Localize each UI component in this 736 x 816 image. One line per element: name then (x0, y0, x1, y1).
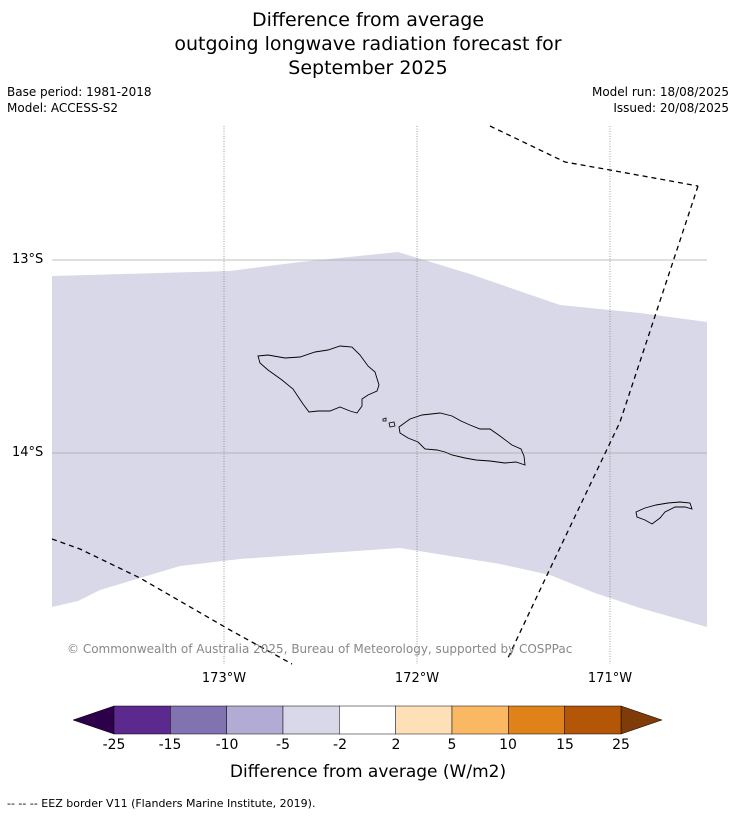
eez-border-north (489, 125, 699, 187)
apolima-islet (382, 417, 387, 422)
base-period: Base period: 1981-2018 (7, 85, 152, 99)
meta-left: Base period: 1981-2018 Model: ACCESS-S2 (7, 84, 152, 116)
model-run: Model run: 18/08/2025 (591, 85, 729, 99)
colorbar-tick: -5 (276, 737, 290, 753)
colorbar-tick: 2 (391, 737, 401, 753)
meta-right: Model run: 18/08/2025 Issued: 20/08/2025 (592, 84, 729, 116)
eez-footnote: -- -- -- EEZ border V11 (Flanders Marine… (7, 797, 316, 810)
colorbar-underflow (72, 705, 115, 735)
title-line-3: September 2025 (288, 57, 448, 79)
lon-label-171w: 171°W (587, 671, 633, 686)
anomaly-region (52, 252, 707, 627)
colorbar-tick: 25 (612, 737, 630, 753)
colorbar-tick: -15 (158, 737, 182, 753)
colorbar-tick: 15 (556, 737, 574, 753)
colorbar-segment (451, 705, 509, 735)
map-title: Difference from average outgoing longwav… (0, 8, 736, 80)
eez-border-east (506, 185, 699, 661)
title-line-1: Difference from average (251, 9, 485, 31)
title-line-2: outgoing longwave radiation forecast for (174, 33, 562, 55)
colorbar-segment (226, 705, 284, 735)
tutuila-island (635, 501, 693, 525)
copyright-notice: © Commonwealth of Australia 2025, Bureau… (67, 642, 573, 656)
manono-islet (388, 421, 396, 428)
colorbar-segment (395, 705, 453, 735)
colorbar-segment (339, 705, 396, 735)
colorbar-segment (508, 705, 565, 735)
model-name: Model: ACCESS-S2 (7, 101, 119, 115)
lat-label-14s: 14°S (12, 445, 44, 460)
lon-label-172w: 172°W (394, 671, 440, 686)
colorbar-tick: -25 (102, 737, 126, 753)
colorbar-tick: -2 (333, 737, 347, 753)
colorbar-segment (282, 705, 340, 735)
colorbar-tick: -10 (215, 737, 239, 753)
issued-date: Issued: 20/08/2025 (613, 101, 729, 115)
upolu-island (398, 412, 526, 466)
colorbar-overflow (620, 705, 663, 735)
lat-label-13s: 13°S (12, 252, 44, 267)
colorbar-segment (113, 705, 171, 735)
savaii-island (257, 345, 380, 414)
colorbar-segment (170, 705, 227, 735)
eez-border-southwest (51, 538, 293, 665)
colorbar-label: Difference from average (W/m2) (229, 762, 507, 782)
colorbar-segment (564, 705, 622, 735)
colorbar-tick: 10 (499, 737, 517, 753)
lon-label-173w: 173°W (201, 671, 247, 686)
colorbar-tick: 5 (447, 737, 457, 753)
